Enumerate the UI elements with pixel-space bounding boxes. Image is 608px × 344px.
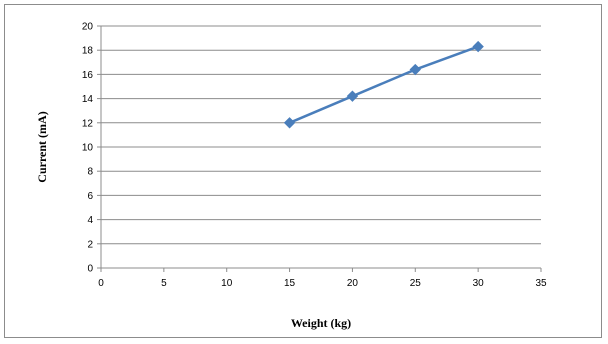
axes [97,25,542,272]
data-point-marker [409,63,421,76]
data-point-marker [472,40,484,53]
x-tick-label: 30 [473,278,485,289]
y-tick-label: 12 [82,118,94,129]
x-tick-label: 20 [347,278,359,289]
x-tick-label: 35 [535,278,547,289]
series-line [289,45,479,124]
x-axis-title: Weight (kg) [291,316,351,330]
y-axis-title: Current (mA) [35,111,49,182]
y-tick-label: 10 [82,143,94,154]
x-tick-label: 15 [284,278,296,289]
y-tick-label: 0 [87,264,93,275]
x-tick-label: 10 [221,278,233,289]
tick-labels: 0 2 4 6 8 10 12 14 16 18 20 0 5 10 15 20 25 30 35 [82,22,547,290]
x-tick-label: 0 [98,278,104,289]
x-tick-label: 25 [410,278,422,289]
y-tick-label: 4 [87,215,93,226]
y-tick-label: 16 [82,70,94,81]
y-tick-label: 6 [87,191,93,202]
y-tick-label: 2 [87,239,93,250]
data-point-marker [346,90,359,102]
y-tick-label: 14 [82,94,94,105]
gridlines [101,25,541,245]
data-point-marker [283,117,296,129]
x-tick-label: 5 [161,278,167,289]
y-tick-label: 18 [82,46,94,57]
data-series [283,40,484,129]
y-tick-label: 8 [87,167,93,178]
y-tick-label: 20 [82,22,94,33]
